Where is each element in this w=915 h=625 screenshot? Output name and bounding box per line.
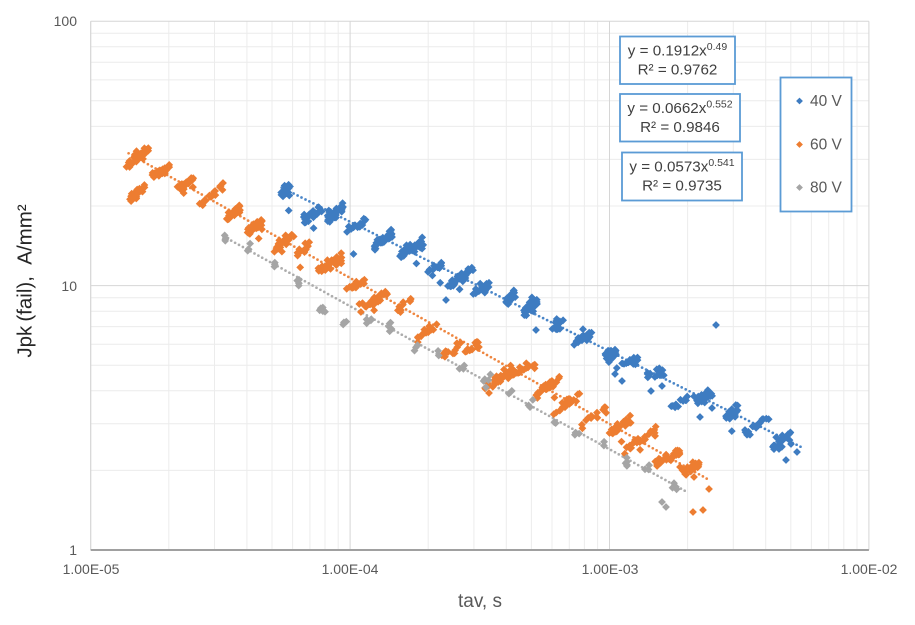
svg-text:tav, s: tav, s — [458, 591, 502, 612]
svg-text:100: 100 — [54, 13, 78, 29]
svg-text:1: 1 — [69, 542, 77, 558]
svg-text:1.00E-03: 1.00E-03 — [582, 561, 639, 577]
svg-text:R² = 0.9762: R² = 0.9762 — [638, 62, 718, 79]
svg-text:R² = 0.9846: R² = 0.9846 — [640, 119, 720, 136]
svg-text:60 V: 60 V — [810, 137, 843, 154]
svg-text:Jpk (fail), A/mm²: Jpk (fail), A/mm² — [14, 204, 37, 357]
svg-text:R² = 0.9735: R² = 0.9735 — [642, 178, 722, 195]
svg-text:10: 10 — [61, 278, 77, 294]
svg-text:40 V: 40 V — [810, 93, 843, 110]
svg-text:y = 0.1912x0.49: y = 0.1912x0.49 — [628, 41, 728, 60]
svg-text:80 V: 80 V — [810, 180, 843, 197]
svg-text:1.00E-05: 1.00E-05 — [63, 561, 120, 577]
svg-text:1.00E-04: 1.00E-04 — [322, 561, 379, 577]
svg-text:1.00E-02: 1.00E-02 — [841, 561, 898, 577]
